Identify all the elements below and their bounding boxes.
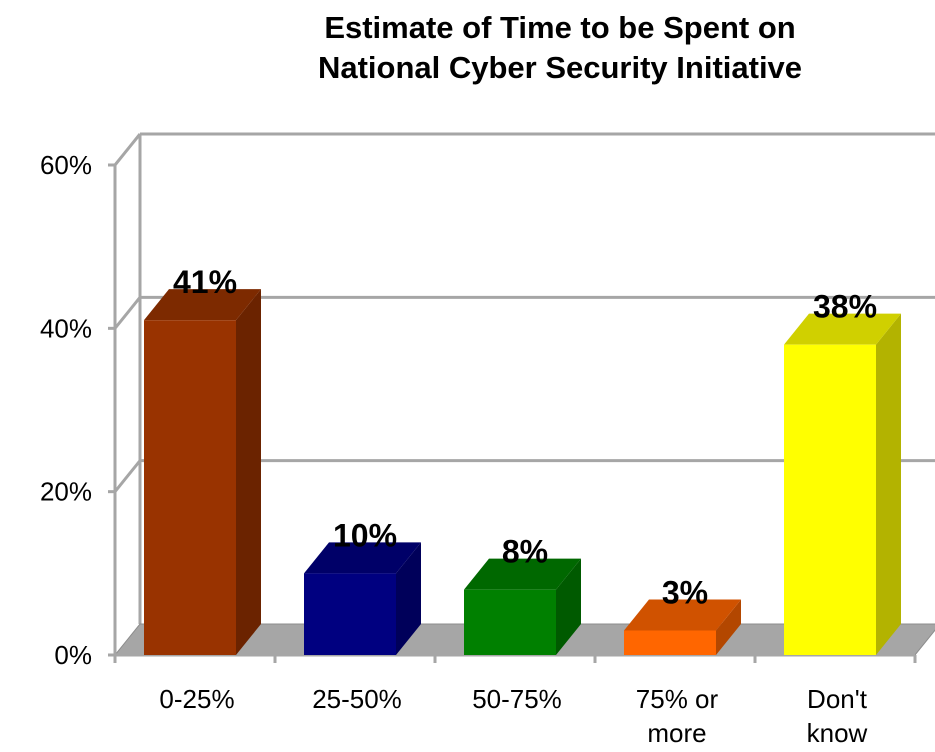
chart-title-line-1: Estimate of Time to be Spent on [324, 10, 796, 45]
x-tick-label: more [647, 718, 706, 748]
x-tick-label: 25-50% [312, 684, 402, 714]
bar [144, 320, 236, 655]
data-label: 10% [333, 517, 397, 553]
bar-side [876, 313, 901, 655]
x-tick-label: 75% or [636, 684, 719, 714]
chart-title-line-2: National Cyber Security Initiative [317, 50, 803, 85]
bar-top [144, 289, 261, 321]
y-tick-label: 40% [40, 313, 92, 343]
bar-top [304, 542, 421, 574]
bar [304, 573, 396, 655]
data-label: 41% [173, 264, 237, 300]
bar-side [236, 289, 261, 655]
y-tick-label: 0% [54, 640, 92, 670]
chart-title: Estimate of Time to be Spent on National… [200, 8, 920, 88]
bar-side [556, 558, 581, 655]
bar [624, 630, 716, 655]
y-tick-label: 20% [40, 477, 92, 507]
bar-top [624, 599, 741, 631]
x-tick-label: Don't [807, 684, 868, 714]
data-label: 38% [813, 289, 877, 325]
bar-side [396, 542, 421, 655]
bar-side [716, 599, 741, 655]
x-tick-label: know [807, 718, 868, 748]
x-tick-label: 50-75% [472, 684, 562, 714]
bar-top [784, 313, 901, 345]
gridline-depth [113, 459, 142, 493]
y-tick-label: 60% [40, 150, 92, 180]
bar-top [464, 558, 581, 590]
gridline-depth [113, 296, 142, 330]
bar [464, 589, 556, 655]
gridline-depth [113, 133, 142, 166]
bar [784, 344, 876, 655]
data-label: 3% [662, 575, 708, 611]
data-label: 8% [502, 534, 548, 570]
x-tick-label: 0-25% [159, 684, 234, 714]
